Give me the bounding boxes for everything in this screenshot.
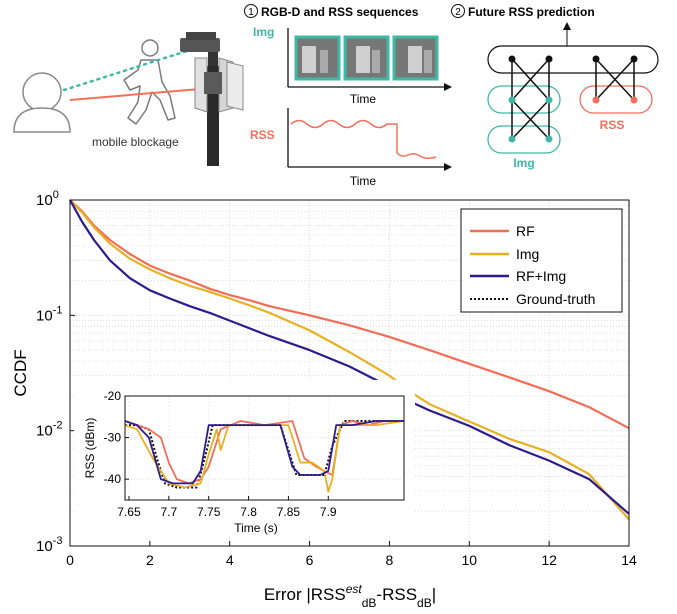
- y-tick-label: 10-2: [36, 420, 62, 440]
- rss-sequence-plot: RSS Time: [250, 108, 452, 188]
- legend-label-rf-img: RF+Img: [516, 268, 566, 284]
- x-tick-label: 0: [66, 552, 74, 568]
- axis-ticks: 0 2 4 6 8 10 12 14 100 10-1 10-2 10-3: [36, 189, 637, 568]
- inset-y-tick-label: -40: [104, 472, 122, 486]
- time-label-bottom: Time: [350, 174, 377, 188]
- inset-axis-ticks: 7.65 7.7 7.75 7.8 7.85 7.9 -20 -30 -40: [104, 389, 337, 519]
- base-station-icon: [180, 32, 244, 166]
- network-rss-label: RSS: [600, 118, 625, 132]
- step2-number-icon: [451, 4, 465, 18]
- inset-series-group: [124, 420, 405, 493]
- inset-x-tick-label: 7.85: [277, 505, 301, 519]
- y-axis-label: CCDF: [11, 349, 30, 396]
- walking-person-icon: [123, 39, 176, 125]
- y-tick-label: 10-3: [36, 535, 62, 555]
- inset-x-tick-label: 7.8: [240, 505, 257, 519]
- legend-box: [460, 208, 623, 313]
- legend-label-img: Img: [516, 246, 539, 262]
- legend-label-ground-truth: Ground-truth: [516, 291, 595, 307]
- blockage-label: mobile blockage: [92, 135, 179, 149]
- inset-frame: [124, 395, 405, 501]
- step2-number: 2: [455, 7, 461, 18]
- rgbd-frame: [392, 35, 439, 81]
- x-tick-label: 4: [226, 552, 234, 568]
- time-label-top: Time: [350, 92, 377, 106]
- x-axis-label: Error |RSSestdB-RSSdB|: [264, 582, 436, 610]
- inset-x-tick-label: 7.65: [117, 505, 141, 519]
- plot-frame: [69, 199, 630, 547]
- inset-series-line-rf-img: [124, 420, 404, 485]
- inset-y-tick-label: -20: [104, 389, 122, 403]
- rgbd-frame: [294, 35, 341, 81]
- step2-title: Future RSS prediction: [468, 5, 595, 19]
- step1-title: RGB-D and RSS sequences: [261, 5, 419, 19]
- rgbd-frame: [343, 35, 390, 81]
- img-sequence-label: Img: [253, 25, 274, 39]
- rss-waveform: [290, 119, 437, 160]
- series-line-rf-img: [69, 199, 630, 515]
- camera-view-line: [62, 48, 192, 92]
- step2-header: 2 Future RSS prediction: [451, 4, 595, 19]
- inset-x-tick-label: 7.75: [197, 505, 221, 519]
- x-tick-label: 8: [386, 552, 394, 568]
- inset-y-tick-label: -30: [104, 431, 122, 445]
- network-diagram: RSS Img: [487, 22, 659, 170]
- x-tick-label: 14: [621, 552, 637, 568]
- series-line-rf: [69, 199, 630, 430]
- rss-sequence-label: RSS: [250, 128, 275, 142]
- y-tick-label: 10-1: [36, 304, 62, 324]
- inset-y-axis-label: RSS (dBm): [83, 418, 97, 479]
- network-img-label: Img: [513, 156, 534, 170]
- direct-link-line: [69, 87, 213, 101]
- y-tick-label: 100: [36, 189, 59, 209]
- series-group: [69, 199, 630, 521]
- step1-number: 1: [248, 7, 254, 18]
- inset-x-tick-label: 7.9: [320, 505, 337, 519]
- step1-number-icon: [244, 4, 258, 18]
- step1-header: 1 RGB-D and RSS sequences: [244, 4, 419, 19]
- x-tick-label: 6: [306, 552, 314, 568]
- inset-x-tick-label: 7.7: [160, 505, 177, 519]
- image-sequence-plot: Img Time: [253, 25, 452, 106]
- inset-series-line-rf: [124, 420, 404, 485]
- legend-label-rf: RF: [516, 223, 535, 239]
- scenario-illustration: mobile blockage: [13, 32, 244, 166]
- inset-series-line-ground-truth: [125, 420, 404, 489]
- x-tick-label: 2: [146, 552, 154, 568]
- user-person-icon: [13, 72, 71, 133]
- inset-background: [74, 380, 415, 536]
- series-line-img: [69, 199, 630, 521]
- x-tick-label: 12: [541, 552, 557, 568]
- legend: RF Img RF+Img Ground-truth: [460, 208, 623, 313]
- x-tick-label: 10: [461, 552, 477, 568]
- inset-x-axis-label: Time (s): [234, 521, 278, 535]
- inset-chart: 7.65 7.7 7.75 7.8 7.85 7.9 -20 -30 -40 RSS (dBm)…: [74, 380, 415, 536]
